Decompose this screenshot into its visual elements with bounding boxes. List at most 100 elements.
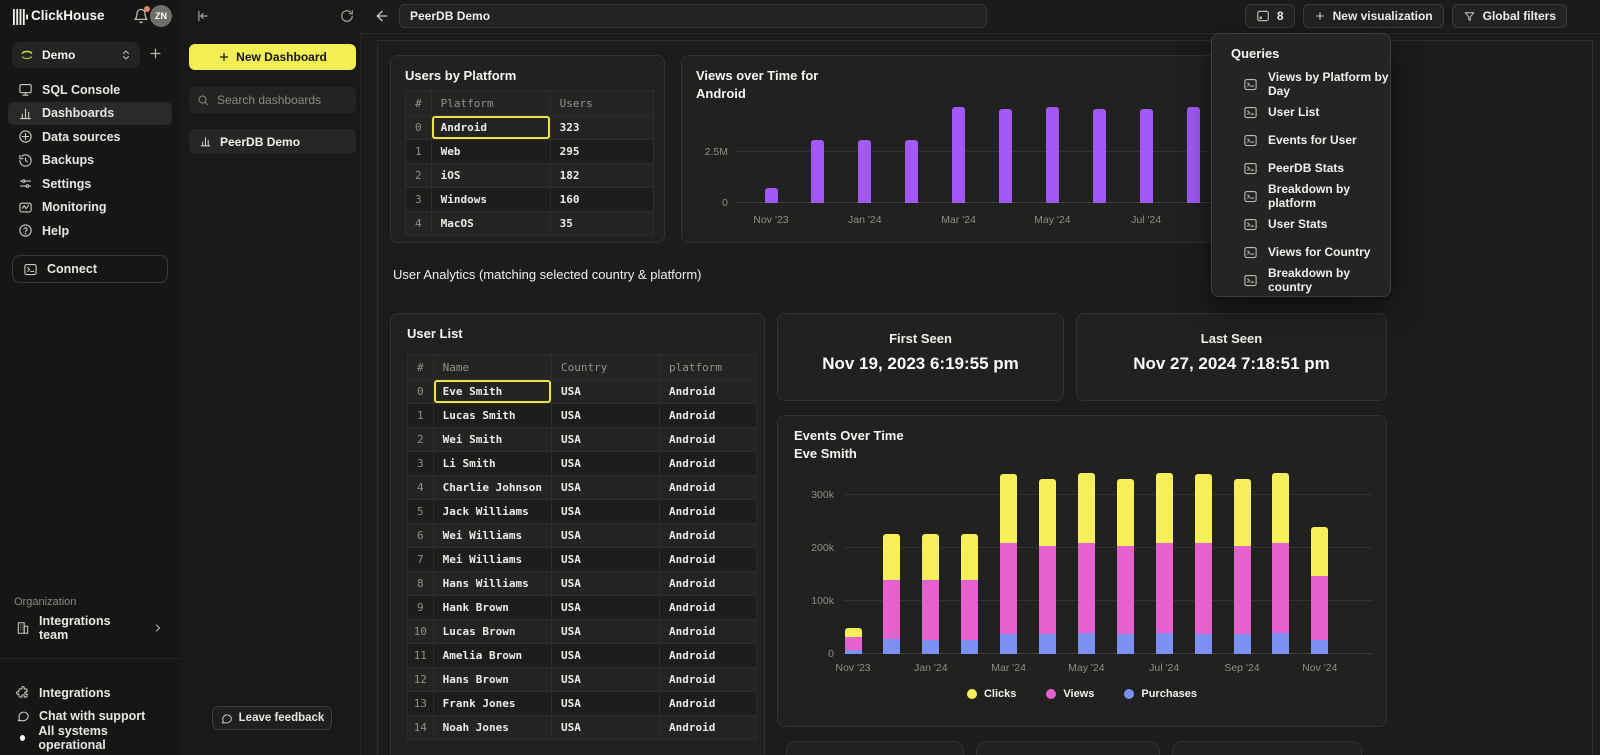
table-cell[interactable]: Lucas Smith — [433, 404, 551, 428]
table-cell[interactable]: MacOS — [431, 212, 550, 236]
chart-bar-segment[interactable] — [1117, 546, 1134, 634]
table-cell[interactable]: USA — [551, 692, 659, 716]
table-cell[interactable]: 13 — [408, 692, 434, 716]
chart-bar-segment[interactable] — [961, 534, 978, 580]
table-cell[interactable]: USA — [551, 572, 659, 596]
table-cell[interactable]: 7 — [408, 548, 434, 572]
add-service-button[interactable] — [148, 46, 163, 61]
table-cell[interactable]: 12 — [408, 668, 434, 692]
query-item[interactable]: Breakdown by platform — [1212, 182, 1390, 210]
table-cell[interactable]: USA — [551, 548, 659, 572]
query-item[interactable]: User Stats — [1212, 210, 1390, 238]
dashboard-title-input[interactable] — [399, 4, 987, 28]
column-header[interactable]: # — [406, 91, 432, 116]
chart-bar[interactable] — [1046, 107, 1059, 203]
organization-team-item[interactable]: Integrations team — [8, 616, 172, 640]
chart-bar-segment[interactable] — [1039, 634, 1056, 654]
sidebar-item-backups[interactable]: Backups — [8, 149, 172, 173]
table-cell[interactable]: Frank Jones — [433, 692, 551, 716]
table-cell[interactable]: Android — [431, 116, 550, 140]
search-input[interactable] — [215, 92, 339, 108]
chart-bar-segment[interactable] — [1234, 479, 1251, 546]
chart-bar[interactable] — [999, 109, 1012, 203]
table-cell[interactable]: Web — [431, 140, 550, 164]
legend-item[interactable]: Clicks — [967, 688, 1016, 700]
column-header[interactable]: Platform — [431, 91, 550, 116]
table-cell[interactable]: USA — [551, 452, 659, 476]
table-cell[interactable]: USA — [551, 428, 659, 452]
table-cell[interactable]: Li Smith — [433, 452, 551, 476]
sidebar-item-integrations[interactable]: Integrations — [8, 682, 172, 705]
query-item[interactable]: Breakdown by country — [1212, 266, 1390, 294]
chart-bar-segment[interactable] — [883, 580, 900, 639]
table-cell[interactable]: 4 — [408, 476, 434, 500]
query-item[interactable]: Views for Country — [1212, 238, 1390, 266]
table-cell[interactable]: iOS — [431, 164, 550, 188]
column-header[interactable]: Users — [550, 91, 653, 116]
connect-button[interactable]: Connect — [12, 255, 168, 283]
table-cell[interactable]: 295 — [550, 140, 653, 164]
table-cell[interactable]: Android — [659, 380, 756, 404]
chart-bar-segment[interactable] — [1078, 633, 1095, 654]
table-cell[interactable]: 2 — [408, 428, 434, 452]
table-cell[interactable]: 2 — [406, 164, 432, 188]
query-item[interactable]: User List — [1212, 98, 1390, 126]
chart-bar-segment[interactable] — [1311, 640, 1328, 654]
table-cell[interactable]: Jack Williams — [433, 500, 551, 524]
chart-bar-segment[interactable] — [883, 639, 900, 654]
clickhouse-logo-icon[interactable] — [13, 9, 28, 25]
dashboard-search[interactable] — [189, 87, 356, 113]
chart-bar-segment[interactable] — [1234, 546, 1251, 634]
chart-bar-segment[interactable] — [922, 534, 939, 580]
column-header[interactable]: platform — [659, 355, 756, 380]
global-filters-button[interactable]: Global filters — [1452, 4, 1567, 28]
table-cell[interactable]: Android — [659, 428, 756, 452]
chart-bar-segment[interactable] — [1156, 633, 1173, 654]
table-cell[interactable]: USA — [551, 596, 659, 620]
chart-bar-segment[interactable] — [1311, 527, 1328, 576]
table-cell[interactable]: Hans Williams — [433, 572, 551, 596]
column-header[interactable]: # — [408, 355, 434, 380]
table-cell[interactable]: Android — [659, 716, 756, 740]
table-cell[interactable]: USA — [551, 404, 659, 428]
chart-bar[interactable] — [1140, 109, 1153, 203]
table-cell[interactable]: 3 — [406, 188, 432, 212]
table-cell[interactable]: Lucas Brown — [433, 620, 551, 644]
table-cell[interactable]: 8 — [408, 572, 434, 596]
table-cell[interactable]: 11 — [408, 644, 434, 668]
table-cell[interactable]: 0 — [406, 116, 432, 140]
chart-bar-segment[interactable] — [1195, 543, 1212, 634]
table-cell[interactable]: Android — [659, 668, 756, 692]
column-header[interactable]: Name — [433, 355, 551, 380]
chart-bar-segment[interactable] — [1000, 543, 1017, 634]
table-cell[interactable]: Charlie Johnson — [433, 476, 551, 500]
table-cell[interactable]: 323 — [550, 116, 653, 140]
table-cell[interactable]: Android — [659, 596, 756, 620]
table-cell[interactable]: Noah Jones — [433, 716, 551, 740]
table-cell[interactable]: Amelia Brown — [433, 644, 551, 668]
chart-bar-segment[interactable] — [961, 580, 978, 640]
table-cell[interactable]: Mei Williams — [433, 548, 551, 572]
chart-bar[interactable] — [858, 140, 871, 203]
chart-bar-segment[interactable] — [1117, 634, 1134, 654]
table-cell[interactable]: Hank Brown — [433, 596, 551, 620]
table-cell[interactable]: USA — [551, 380, 659, 404]
table-cell[interactable]: USA — [551, 716, 659, 740]
collapse-left-icon[interactable] — [196, 9, 210, 23]
chart-bar[interactable] — [1093, 109, 1106, 203]
table-cell[interactable]: Android — [659, 404, 756, 428]
legend-item[interactable]: Purchases — [1124, 688, 1197, 700]
table-cell[interactable]: 10 — [408, 620, 434, 644]
table-cell[interactable]: Wei Smith — [433, 428, 551, 452]
table-cell[interactable]: Android — [659, 524, 756, 548]
leave-feedback-button[interactable]: Leave feedback — [212, 706, 332, 730]
system-status-item[interactable]: All systems operational — [8, 727, 172, 750]
table-cell[interactable]: Wei Williams — [433, 524, 551, 548]
refresh-icon[interactable] — [340, 9, 354, 23]
chart-bar[interactable] — [952, 107, 965, 203]
chart-bar[interactable] — [765, 188, 778, 203]
table-cell[interactable]: USA — [551, 644, 659, 668]
chart-bar-segment[interactable] — [922, 580, 939, 640]
query-item[interactable]: PeerDB Stats — [1212, 154, 1390, 182]
table-cell[interactable]: 1 — [408, 404, 434, 428]
